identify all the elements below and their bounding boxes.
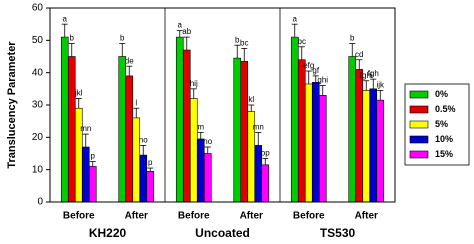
bar	[304, 83, 313, 203]
bar	[67, 56, 76, 203]
bar	[233, 57, 242, 203]
y-tick-label: 40	[32, 67, 44, 78]
bar	[132, 117, 141, 203]
legend-label: 10%	[435, 134, 453, 144]
bar	[88, 166, 97, 203]
significance-letter: ab	[182, 27, 191, 36]
bar	[240, 61, 249, 203]
bar	[182, 49, 191, 203]
significance-letter: fgh	[368, 69, 379, 78]
y-tick-label: 60	[32, 3, 44, 14]
significance-letter: ijk	[376, 81, 385, 90]
significance-letter: jkl	[74, 89, 83, 98]
significance-letter: b	[350, 34, 355, 43]
bar	[311, 82, 320, 203]
significance-letter: cd	[355, 50, 363, 59]
bar	[81, 146, 90, 203]
significance-letter: b	[70, 34, 75, 43]
x-tick-label: After	[355, 211, 378, 222]
legend-label: 0.5%	[435, 104, 456, 114]
significance-letter: a	[178, 21, 183, 30]
x-tick-label: Before	[178, 211, 210, 222]
significance-letter: b	[235, 35, 240, 44]
significance-letter: no	[203, 137, 212, 146]
significance-letter: a	[293, 14, 298, 23]
x-tick-label: Before	[293, 211, 325, 222]
bar	[318, 95, 327, 203]
significance-letter: kl	[248, 95, 254, 104]
significance-letter: no	[139, 136, 148, 145]
bar	[175, 36, 184, 203]
bar	[369, 88, 378, 203]
y-tick-label: 10	[32, 164, 44, 175]
bar	[376, 99, 385, 203]
significance-letter: mn	[253, 123, 264, 132]
significance-letter: p	[91, 152, 96, 161]
bar	[203, 153, 212, 203]
significance-letter: de	[125, 56, 134, 65]
significance-letter: l	[135, 98, 137, 107]
bar	[125, 75, 134, 203]
y-tick-label: 20	[32, 132, 44, 143]
legend-swatch	[409, 135, 429, 144]
bar	[118, 56, 127, 203]
significance-letter: m	[197, 123, 204, 132]
significance-letter: ghi	[317, 76, 328, 85]
bar	[60, 36, 69, 203]
significance-letter: op	[261, 148, 270, 157]
legend-swatch	[409, 150, 429, 159]
bar	[196, 138, 205, 203]
significance-letter: mn	[80, 124, 91, 133]
y-tick-label: 50	[32, 35, 44, 46]
significance-letter: gf	[312, 66, 319, 75]
legend-swatch	[409, 90, 429, 99]
significance-letter: a	[63, 14, 68, 23]
legend-swatch	[409, 120, 429, 129]
bar	[261, 164, 270, 203]
panel-label: Uncoated	[195, 226, 250, 240]
bar	[74, 107, 83, 203]
legend-label: 5%	[435, 119, 448, 129]
bar	[139, 154, 148, 203]
x-tick-label: Before	[63, 211, 95, 222]
y-tick-label: 0	[37, 197, 43, 208]
significance-letter: bc	[240, 39, 248, 48]
legend-label: 15%	[435, 149, 453, 159]
significance-letter: p	[148, 158, 153, 167]
bar	[297, 59, 306, 203]
bar	[355, 69, 364, 203]
significance-letter: b	[120, 34, 125, 43]
bar	[362, 90, 371, 203]
significance-letter: bc	[298, 37, 306, 46]
bar	[290, 36, 299, 203]
bar	[189, 98, 198, 203]
plot-frame	[49, 7, 396, 203]
x-tick-label: After	[240, 211, 263, 222]
x-tick-label: After	[125, 211, 148, 222]
legend-label: 0%	[435, 89, 448, 99]
bar	[146, 170, 155, 203]
panel-label: KH220	[89, 226, 127, 240]
significance-letter: efg	[303, 61, 314, 70]
y-axis-label: Translucency Parameter	[6, 41, 18, 169]
bar	[348, 56, 357, 203]
y-tick-label: 30	[32, 100, 44, 111]
significance-letter: fghi	[360, 71, 373, 80]
panel-label: TS530	[320, 226, 356, 240]
significance-letter: hij	[190, 79, 198, 88]
legend-swatch	[409, 105, 429, 114]
